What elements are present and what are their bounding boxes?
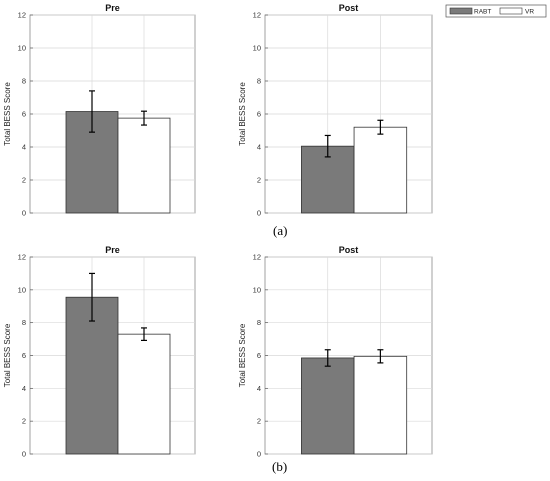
y-tick-label: 4 (257, 384, 261, 393)
y-tick-label: 8 (22, 318, 26, 327)
legend-label-rabt: RABT (474, 9, 491, 16)
bar-vr (117, 333, 171, 455)
y-tick-label: 12 (18, 11, 26, 20)
y-tick-label: 10 (253, 44, 261, 53)
y-tick-label: 2 (22, 176, 26, 185)
panel-label-b: (b) (272, 459, 287, 474)
panel-label-a: (a) (273, 223, 287, 238)
legend: RABT VR (445, 4, 547, 18)
bar-rabt (301, 357, 355, 455)
y-tick-label: 0 (22, 209, 26, 218)
y-tick-label: 0 (257, 209, 261, 218)
y-tick-label: 6 (22, 110, 26, 119)
y-tick-label: 0 (22, 450, 26, 459)
y-tick-label: 12 (253, 11, 261, 20)
bar-vr (117, 117, 171, 214)
legend-swatch-rabt (449, 7, 473, 15)
y-tick-label: 12 (253, 253, 261, 262)
bar-rabt (65, 296, 119, 455)
y-tick-label: 10 (18, 285, 26, 294)
y-tick-label: 8 (257, 318, 261, 327)
legend-label-vr: VR (525, 9, 534, 16)
y-axis-label: Total BESS Score (3, 82, 12, 146)
y-tick-label: 10 (253, 285, 261, 294)
y-tick-label: 6 (257, 110, 261, 119)
y-tick-label: 2 (257, 417, 261, 426)
chart-panel-b-pre: 0 2 4 6 8 10 12 Pre Total BESS Score (3, 245, 196, 459)
chart-title: Pre (105, 3, 120, 13)
y-tick-label: 6 (22, 351, 26, 360)
chart-panel-a-pre: 0 2 4 6 8 10 12 Pre Total BESS Score (3, 3, 196, 218)
y-tick-label: 6 (257, 351, 261, 360)
y-tick-label: 4 (22, 384, 26, 393)
y-tick-label: 8 (22, 77, 26, 86)
chart-title: Post (339, 3, 359, 13)
legend-swatch-vr (499, 7, 523, 15)
y-axis-label: Total BESS Score (238, 323, 247, 387)
y-tick-label: 0 (257, 450, 261, 459)
y-tick-label: 2 (257, 176, 261, 185)
y-axis-label: Total BESS Score (238, 82, 247, 146)
y-axis-label: Total BESS Score (3, 323, 12, 387)
chart-title: Post (339, 245, 359, 255)
y-tick-label: 10 (18, 44, 26, 53)
y-tick-label: 12 (18, 253, 26, 262)
bar-vr (353, 355, 408, 455)
bar-vr (353, 126, 408, 214)
chart-panel-a-post: 0 2 4 6 8 10 12 Post Total BESS Score (238, 3, 433, 218)
chart-title: Pre (105, 245, 120, 255)
panels: 0 2 4 6 8 10 12 Pre Total BESS Score 0 2 4 6 8 10 12 Pos… (3, 3, 433, 459)
y-tick-label: 4 (22, 143, 26, 152)
chart-panel-b-post: 0 2 4 6 8 10 12 Post Total BESS Score (238, 245, 433, 459)
y-tick-label: 2 (22, 417, 26, 426)
y-tick-label: 4 (257, 143, 261, 152)
y-tick-label: 8 (257, 77, 261, 86)
